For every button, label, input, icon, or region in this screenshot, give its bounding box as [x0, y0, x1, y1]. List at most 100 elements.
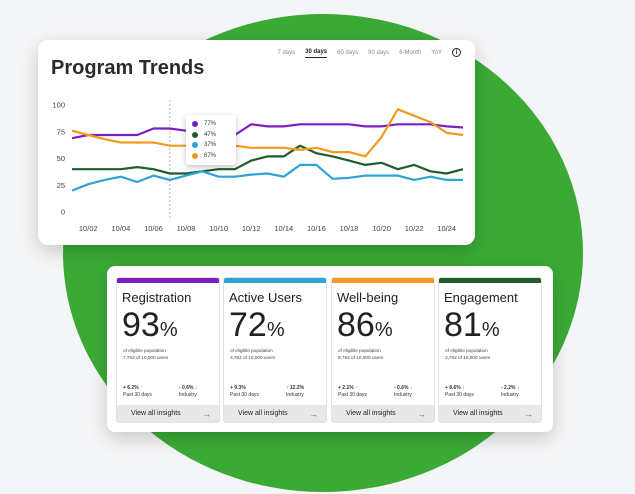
tooltip-value: 47%	[204, 131, 217, 138]
insight-percentage-value: 81	[444, 306, 482, 344]
y-tick-label: 0	[61, 208, 65, 217]
tooltip-row: 87%	[192, 151, 230, 162]
range-tab-yoy[interactable]: YoY	[431, 49, 442, 56]
x-tick-label: 10/18	[340, 224, 359, 233]
range-tab-30-days[interactable]: 30 days	[305, 47, 328, 58]
stat-value: - 2.2%	[501, 385, 516, 391]
insight-percentage: 93%	[122, 308, 178, 347]
arrow-up-icon: ↑	[140, 385, 143, 391]
arrow-right-icon: →	[202, 408, 211, 419]
stat-industry: - 0.6% ↓ Industry	[179, 385, 197, 398]
arrow-right-icon: →	[309, 408, 318, 419]
stat-label: Industry	[179, 391, 197, 398]
insight-title: Well-being	[337, 290, 399, 305]
range-tab-90-days[interactable]: 90 days	[368, 49, 390, 56]
program-trends-card: Program Trends 7 days 30 days 60 days 90…	[38, 40, 475, 245]
tooltip-value: 37%	[204, 142, 217, 149]
series-line-3	[71, 108, 464, 158]
insight-card-well-being: Well-being 86% of eligible population 8,762…	[331, 277, 435, 423]
insight-sub-line: of eligible population	[230, 348, 273, 353]
x-tick-label: 10/22	[405, 224, 424, 233]
range-tab-6-month[interactable]: 6-Month	[399, 49, 422, 56]
insight-sub-line: 3,762 of 10,000 users	[230, 354, 276, 360]
button-label: View all insights	[131, 410, 181, 417]
percent-symbol: %	[481, 319, 500, 341]
view-all-insights-button[interactable]: View all insights →	[439, 405, 541, 422]
insight-percentage: 72%	[229, 308, 285, 347]
range-tab-7-days[interactable]: 7 days	[277, 49, 296, 56]
arrow-down-icon: ↓	[194, 385, 198, 391]
trends-title: Program Trends	[51, 57, 205, 79]
arrow-down-icon: ↓	[409, 385, 413, 391]
stat-industry: - 2.2% ↓ Industry	[501, 385, 519, 398]
button-label: View all insights	[346, 410, 396, 417]
insight-subtitle: of eligible population 3,762 of 10,000 us…	[445, 348, 490, 361]
percent-symbol: %	[159, 319, 178, 341]
button-label: View all insights	[453, 410, 503, 417]
range-tabs: 7 days 30 days 60 days 90 days 6-Month Y…	[277, 47, 461, 58]
insight-subtitle: of eligible population 3,762 of 10,000 us…	[230, 348, 275, 361]
stat-label: Industry	[501, 391, 519, 398]
arrow-right-icon: →	[524, 408, 533, 419]
stat-value: + 8.6%	[445, 385, 461, 391]
arrow-up-icon: ↑	[462, 385, 465, 391]
trends-chart: 0 25 50 75 100 10/02 10/04 10/06 10/08 10/10 10/12…	[52, 100, 464, 233]
x-tick-label: 10/14	[274, 224, 293, 233]
x-tick-label: 10/04	[111, 224, 130, 233]
stat-past-30-days: + 6.2% ↑ Past 30 days	[123, 385, 152, 398]
stat-value: + 2.1%	[338, 385, 354, 391]
tooltip-row: 47%	[192, 130, 230, 141]
y-tick-label: 50	[57, 154, 65, 163]
info-icon[interactable]: i	[452, 48, 461, 57]
view-all-insights-button[interactable]: View all insights →	[224, 405, 326, 422]
percent-symbol: %	[266, 319, 285, 341]
series-dot-icon	[192, 152, 198, 159]
stat-past-30-days: + 9.3% Past 30 days	[230, 385, 259, 398]
x-tick-label: 10/10	[209, 224, 228, 233]
insight-percentage: 86%	[337, 308, 393, 347]
x-tick-label: 10/06	[144, 224, 163, 233]
insight-title: Active Users	[229, 290, 302, 305]
y-tick-label: 75	[57, 127, 65, 136]
stat-label: Industry	[286, 391, 304, 398]
x-tick-label: 10/12	[242, 224, 261, 233]
stat-value: + 6.2%	[123, 385, 139, 391]
x-tick-label: 10/08	[177, 224, 196, 233]
insight-sub-line: 3,762 of 10,000 users	[445, 354, 491, 360]
stat-industry: ↑ 12.2% Industry	[286, 385, 304, 398]
insights-panel: Registration 93% of eligible population 7,7…	[107, 266, 553, 432]
series-dot-icon	[192, 131, 198, 138]
insight-color-bar	[439, 278, 541, 283]
insight-color-bar	[117, 278, 219, 283]
insight-subtitle: of eligible population 8,762 of 10,000 us…	[338, 348, 383, 361]
view-all-insights-button[interactable]: View all insights →	[332, 405, 434, 422]
arrow-down-icon: ↓	[516, 385, 520, 391]
stat-label: Past 30 days	[230, 391, 259, 398]
percent-symbol: %	[374, 319, 393, 341]
series-dot-icon	[192, 121, 198, 128]
insight-card-registration: Registration 93% of eligible population 7,7…	[116, 277, 220, 423]
insight-sub-line: of eligible population	[445, 348, 488, 353]
series-line-0	[71, 123, 464, 140]
stat-value: - 0.6%	[394, 385, 409, 391]
insight-color-bar	[332, 278, 434, 283]
tooltip-row: 77%	[192, 119, 230, 130]
insight-sub-line: of eligible population	[338, 348, 381, 353]
stat-label: Past 30 days	[445, 391, 474, 398]
insight-card-engagement: Engagement 81% of eligible population 3,762…	[438, 277, 542, 423]
insight-percentage: 81%	[444, 308, 500, 347]
x-tick-label: 10/20	[372, 224, 391, 233]
range-tab-60-days[interactable]: 60 days	[337, 49, 359, 56]
view-all-insights-button[interactable]: View all insights →	[117, 405, 219, 422]
insight-title: Registration	[122, 290, 192, 305]
button-label: View all insights	[238, 410, 288, 417]
stat-industry: - 0.6% ↓ Industry	[394, 385, 412, 398]
y-tick-label: 100	[52, 101, 65, 110]
x-tick-label: 10/24	[437, 224, 456, 233]
chart-tooltip: 77% 47% 37% 87%	[186, 115, 236, 165]
insight-sub-line: 8,762 of 10,000 users	[338, 354, 384, 360]
insight-color-bar	[224, 278, 326, 283]
stat-past-30-days: + 8.6% ↑ Past 30 days	[445, 385, 474, 398]
insight-card-active-users: Active Users 72% of eligible population 3,7…	[223, 277, 327, 423]
insight-subtitle: of eligible population 7,762 of 10,000 us…	[123, 348, 168, 361]
